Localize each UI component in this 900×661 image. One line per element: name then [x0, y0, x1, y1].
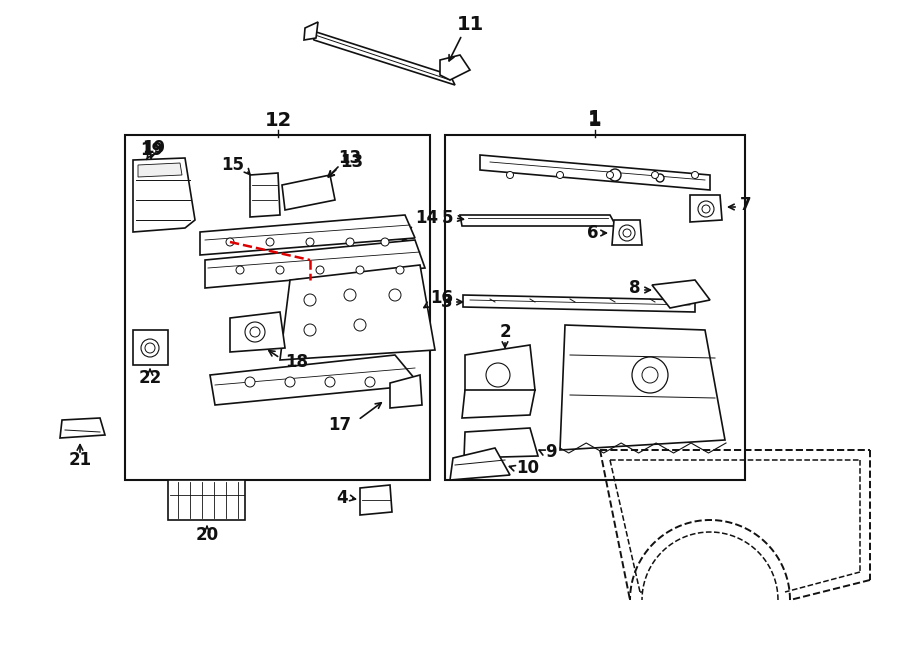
- Text: 16: 16: [430, 289, 453, 307]
- Polygon shape: [690, 195, 722, 222]
- Text: 19: 19: [142, 139, 165, 157]
- Circle shape: [226, 238, 234, 246]
- Polygon shape: [465, 345, 535, 400]
- Polygon shape: [390, 375, 422, 408]
- Circle shape: [381, 238, 389, 246]
- Circle shape: [609, 169, 621, 181]
- Polygon shape: [652, 280, 710, 308]
- Text: 1: 1: [589, 108, 602, 128]
- Text: 15: 15: [221, 156, 244, 174]
- Circle shape: [556, 171, 563, 178]
- Polygon shape: [210, 355, 420, 405]
- Polygon shape: [460, 215, 616, 226]
- Circle shape: [354, 319, 366, 331]
- Text: 14: 14: [415, 209, 438, 227]
- Polygon shape: [205, 240, 425, 288]
- Circle shape: [619, 225, 635, 241]
- Polygon shape: [304, 22, 318, 40]
- Circle shape: [306, 238, 314, 246]
- Circle shape: [486, 363, 510, 387]
- Text: 7: 7: [740, 196, 752, 214]
- Text: 17: 17: [328, 416, 352, 434]
- Polygon shape: [463, 295, 695, 312]
- Bar: [445, 135, 745, 480]
- Text: 9: 9: [545, 443, 556, 461]
- Polygon shape: [560, 325, 725, 450]
- Text: 4: 4: [337, 489, 348, 507]
- Polygon shape: [450, 448, 510, 480]
- Bar: [168, 480, 245, 520]
- Polygon shape: [440, 55, 470, 80]
- Polygon shape: [360, 485, 392, 515]
- Polygon shape: [250, 173, 280, 217]
- Text: 20: 20: [195, 526, 219, 544]
- Circle shape: [285, 377, 295, 387]
- Polygon shape: [464, 428, 538, 458]
- Text: 22: 22: [139, 369, 162, 387]
- Circle shape: [325, 377, 335, 387]
- Text: 21: 21: [68, 451, 92, 469]
- Text: 6: 6: [587, 224, 598, 242]
- Text: 5: 5: [442, 209, 453, 227]
- Circle shape: [607, 171, 614, 178]
- Polygon shape: [310, 30, 455, 85]
- Circle shape: [245, 377, 255, 387]
- Polygon shape: [138, 163, 182, 177]
- Circle shape: [642, 367, 658, 383]
- Circle shape: [702, 205, 710, 213]
- Circle shape: [250, 327, 260, 337]
- Circle shape: [304, 294, 316, 306]
- Bar: [125, 135, 430, 480]
- Circle shape: [365, 377, 375, 387]
- Text: 3: 3: [440, 293, 452, 311]
- Text: 2: 2: [500, 323, 511, 341]
- Circle shape: [266, 238, 274, 246]
- Circle shape: [396, 266, 404, 274]
- Text: 19: 19: [140, 141, 163, 159]
- Circle shape: [623, 229, 631, 237]
- Circle shape: [141, 339, 159, 357]
- Circle shape: [145, 343, 155, 353]
- Circle shape: [632, 357, 668, 393]
- Text: 10: 10: [516, 459, 539, 477]
- Polygon shape: [230, 312, 285, 352]
- Circle shape: [356, 266, 364, 274]
- Polygon shape: [480, 155, 710, 190]
- Polygon shape: [462, 390, 535, 418]
- Bar: [133, 330, 168, 365]
- Circle shape: [691, 171, 698, 178]
- Circle shape: [652, 171, 659, 178]
- Circle shape: [344, 289, 356, 301]
- Circle shape: [316, 266, 324, 274]
- Polygon shape: [60, 418, 105, 438]
- Circle shape: [236, 266, 244, 274]
- Text: 11: 11: [456, 15, 483, 34]
- Text: 12: 12: [265, 110, 292, 130]
- Circle shape: [507, 171, 514, 178]
- Circle shape: [346, 238, 354, 246]
- Polygon shape: [280, 265, 435, 360]
- Text: 13: 13: [338, 149, 361, 167]
- Circle shape: [698, 201, 714, 217]
- Text: 18: 18: [285, 353, 308, 371]
- Text: 13: 13: [340, 153, 363, 171]
- Polygon shape: [133, 158, 195, 232]
- Circle shape: [389, 289, 401, 301]
- Polygon shape: [612, 220, 642, 245]
- Circle shape: [304, 324, 316, 336]
- Circle shape: [656, 174, 664, 182]
- Circle shape: [276, 266, 284, 274]
- Text: 1: 1: [589, 110, 602, 130]
- Circle shape: [245, 322, 265, 342]
- Polygon shape: [200, 215, 415, 255]
- Text: 8: 8: [628, 279, 640, 297]
- Polygon shape: [282, 175, 335, 210]
